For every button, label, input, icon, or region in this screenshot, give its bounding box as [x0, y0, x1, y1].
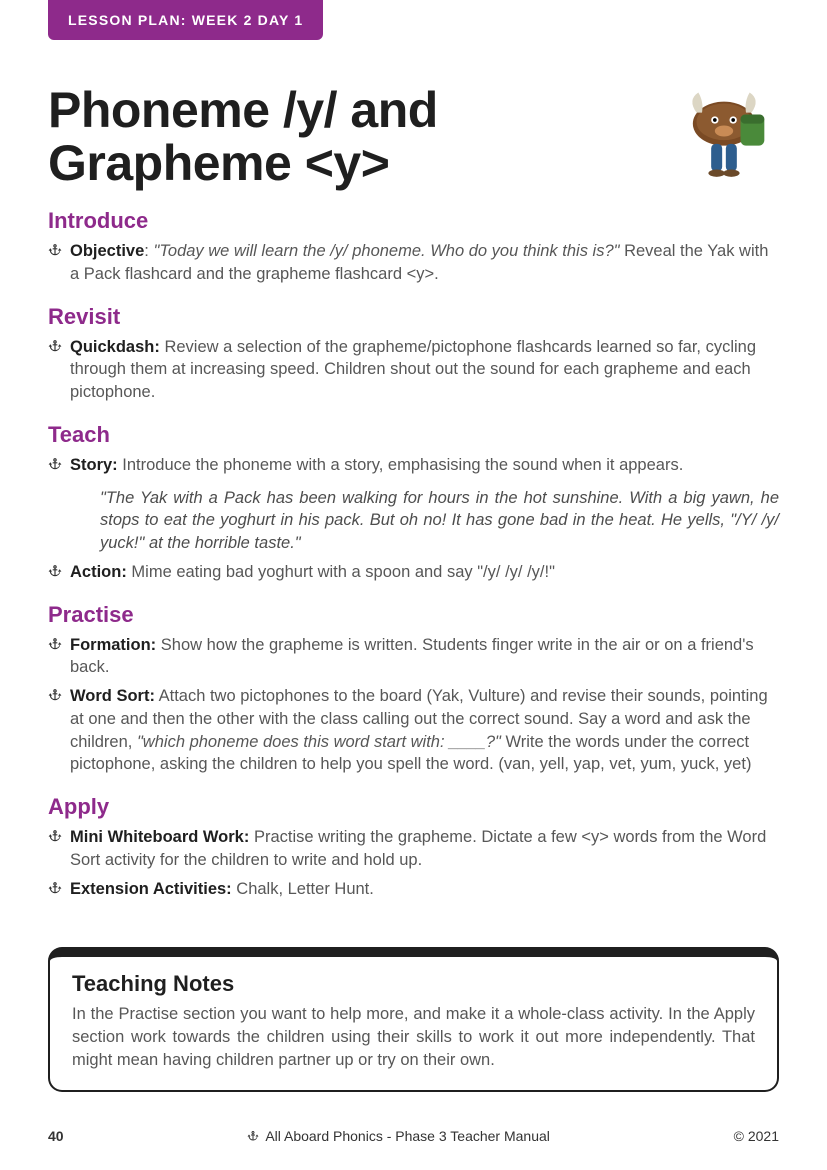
list-item: Quickdash: Review a selection of the gra… — [48, 336, 779, 404]
label: Action: — [70, 563, 127, 581]
anchor-icon — [247, 1130, 259, 1142]
text: Review a selection of the grapheme/picto… — [70, 338, 756, 402]
anchor-icon — [48, 829, 62, 843]
label: Quickdash: — [70, 338, 160, 356]
quote: "which phoneme does this word start with… — [137, 733, 501, 751]
label: Word Sort: — [70, 687, 155, 705]
label: Objective — [70, 242, 144, 260]
list-item: Objective: "Today we will learn the /y/ … — [48, 240, 779, 286]
header-row: Phoneme /y/ and Grapheme <y> — [48, 84, 779, 190]
label: Extension Activities: — [70, 880, 232, 898]
anchor-icon — [48, 881, 62, 895]
label: Formation: — [70, 636, 156, 654]
text: Mime eating bad yoghurt with a spoon and… — [127, 563, 555, 581]
anchor-icon — [48, 564, 62, 578]
item-body: Quickdash: Review a selection of the gra… — [70, 336, 779, 404]
label: Story: — [70, 456, 118, 474]
item-body: Action: Mime eating bad yoghurt with a s… — [70, 561, 555, 584]
list-item: Mini Whiteboard Work: Practise writing t… — [48, 826, 779, 872]
section-heading-introduce: Introduce — [48, 208, 779, 234]
page-footer: 40 All Aboard Phonics - Phase 3 Teacher … — [48, 1128, 779, 1144]
text: Chalk, Letter Hunt. — [232, 880, 374, 898]
footer-title: All Aboard Phonics - Phase 3 Teacher Man… — [247, 1128, 550, 1144]
section-heading-revisit: Revisit — [48, 304, 779, 330]
lesson-plan-tab: LESSON PLAN: WEEK 2 DAY 1 — [48, 0, 323, 40]
page-title: Phoneme /y/ and Grapheme <y> — [48, 84, 548, 190]
list-item: Word Sort: Attach two pictophones to the… — [48, 685, 779, 776]
item-body: Mini Whiteboard Work: Practise writing t… — [70, 826, 779, 872]
list-item: Action: Mime eating bad yoghurt with a s… — [48, 561, 779, 584]
yak-mascot-image — [669, 76, 779, 186]
anchor-icon — [48, 243, 62, 257]
anchor-icon — [48, 637, 62, 651]
section-heading-practise: Practise — [48, 602, 779, 628]
list-item: Formation: Show how the grapheme is writ… — [48, 634, 779, 680]
anchor-icon — [48, 339, 62, 353]
item-body: Formation: Show how the grapheme is writ… — [70, 634, 779, 680]
teaching-notes-box: Teaching Notes In the Practise section y… — [48, 947, 779, 1092]
item-body: Objective: "Today we will learn the /y/ … — [70, 240, 779, 286]
anchor-icon — [48, 457, 62, 471]
item-body: Extension Activities: Chalk, Letter Hunt… — [70, 878, 374, 901]
section-heading-teach: Teach — [48, 422, 779, 448]
book-title: All Aboard Phonics - Phase 3 Teacher Man… — [265, 1128, 550, 1144]
text: Show how the grapheme is written. Studen… — [70, 636, 754, 677]
item-body: Word Sort: Attach two pictophones to the… — [70, 685, 779, 776]
quote: "Today we will learn the /y/ phoneme. Wh… — [153, 242, 619, 260]
list-item: Extension Activities: Chalk, Letter Hunt… — [48, 878, 779, 901]
copyright: © 2021 — [734, 1128, 779, 1144]
page-number: 40 — [48, 1128, 64, 1144]
item-body: Story: Introduce the phoneme with a stor… — [70, 454, 683, 477]
section-heading-apply: Apply — [48, 794, 779, 820]
text: Introduce the phoneme with a story, emph… — [118, 456, 684, 474]
list-item: Story: Introduce the phoneme with a stor… — [48, 454, 779, 477]
label: Mini Whiteboard Work: — [70, 828, 249, 846]
notes-body: In the Practise section you want to help… — [72, 1003, 755, 1072]
story-quote: "The Yak with a Pack has been walking fo… — [100, 487, 779, 555]
anchor-icon — [48, 688, 62, 702]
notes-heading: Teaching Notes — [72, 971, 755, 997]
